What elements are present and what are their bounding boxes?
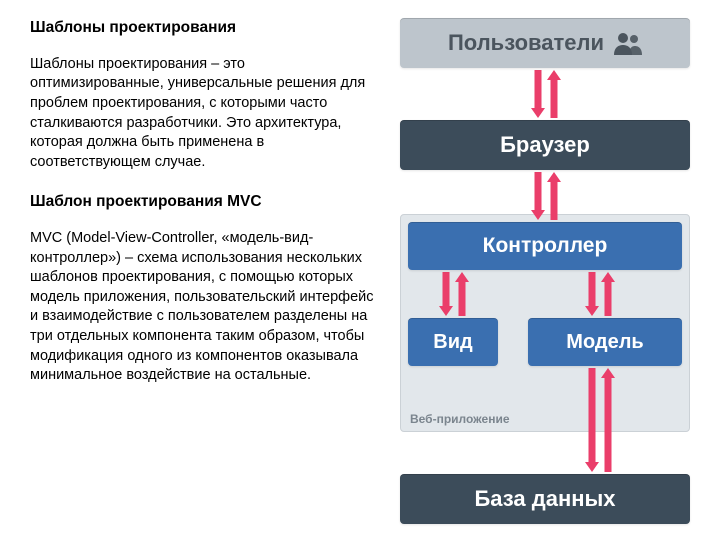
node-view: Вид (408, 318, 498, 366)
node-users: Пользователи (400, 18, 690, 68)
node-controller: Контроллер (408, 222, 682, 270)
node-database: База данных (400, 474, 690, 524)
paragraph-2: MVC (Model-View-Controller, «модель-вид-… (30, 229, 382, 386)
heading-2: Шаблон проектирования MVC (30, 192, 382, 213)
arrow-controller-view (436, 272, 472, 316)
heading-1: Шаблоны проектирования (30, 18, 382, 39)
arrow-users-browser (528, 70, 564, 118)
arrow-controller-model (582, 272, 618, 316)
arrow-browser-controller (528, 172, 564, 220)
node-browser-label: Браузер (500, 132, 590, 158)
node-model: Модель (528, 318, 682, 366)
arrow-model-database (582, 368, 618, 472)
node-view-label: Вид (433, 331, 472, 354)
paragraph-1: Шаблоны проектирования – это оптимизиров… (30, 55, 382, 172)
node-users-label: Пользователи (448, 30, 604, 56)
node-model-label: Модель (566, 331, 643, 354)
node-database-label: База данных (474, 486, 615, 512)
node-controller-label: Контроллер (483, 234, 608, 258)
text-column: Шаблоны проектирования Шаблоны проектиро… (30, 18, 400, 522)
node-browser: Браузер (400, 120, 690, 170)
users-icon (612, 31, 642, 55)
architecture-diagram: Веб-приложение Пользователи (400, 18, 690, 518)
web-app-label: Веб-приложение (410, 412, 510, 426)
